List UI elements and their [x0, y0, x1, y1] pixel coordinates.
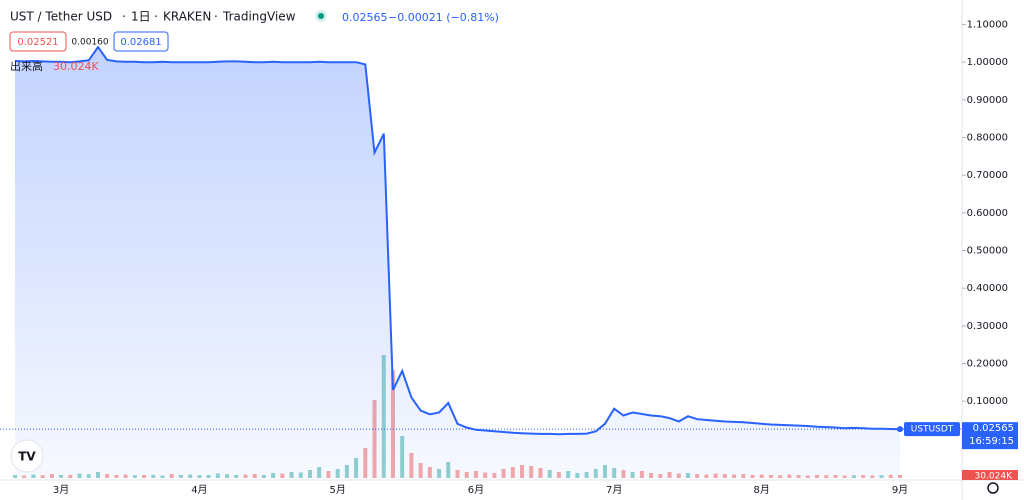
x-tick-label: 4月: [191, 484, 207, 496]
ask: 0.02681: [120, 37, 161, 48]
svg-text:TV: TV: [18, 450, 36, 464]
exchange: KRAKEN: [163, 10, 211, 24]
last-point: [897, 426, 903, 433]
price-tag: [962, 422, 1018, 450]
volume-last: 30.024K: [53, 60, 99, 73]
interval: 1日: [131, 10, 151, 24]
x-tick-label: 3月: [53, 484, 69, 496]
ask-box[interactable]: [113, 31, 169, 52]
y-tick-label: 0.70000: [967, 170, 1008, 181]
volume-tag-label: 30.024K: [975, 472, 1013, 482]
bid-box[interactable]: [9, 31, 67, 52]
symbol-label: USTUSDT: [911, 425, 954, 435]
volume-tag: [962, 470, 1018, 480]
y-tick-label: 1.00000: [967, 57, 1008, 68]
countdown: 16:59:15: [969, 436, 1014, 447]
y-tick-label: 0.10000: [967, 396, 1008, 407]
x-tick-label: 9月: [892, 484, 908, 496]
y-tick-label: 0.40000: [967, 283, 1008, 294]
sep: ·: [214, 10, 218, 24]
y-tick-label: 0.80000: [967, 132, 1008, 143]
area-fill: [15, 47, 900, 478]
x-tick-label: 7月: [606, 484, 622, 496]
last-price: 0.02565: [342, 11, 388, 24]
price-line: [14, 45, 901, 436]
x-tick-label: 6月: [468, 484, 484, 496]
tv-logo[interactable]: TV: [10, 439, 44, 473]
y-tick-label: 1.10000: [967, 19, 1008, 30]
bid: 0.02521: [17, 37, 58, 48]
settings-icon[interactable]: [987, 482, 999, 494]
x-tick-label: 8月: [754, 484, 770, 496]
sep: ·: [154, 10, 158, 24]
price-tag: [904, 422, 960, 437]
status-dot: [318, 13, 324, 19]
volume-name: 出来高: [10, 59, 43, 73]
y-tick-label: 0.30000: [967, 321, 1008, 332]
price-change: −0.00021 (−0.81%): [388, 11, 499, 24]
symbol-title: UST / Tether USD: [10, 10, 112, 24]
x-tick-label: 5月: [329, 484, 345, 496]
sep: ·: [122, 10, 126, 24]
y-tick-label: 0.50000: [967, 245, 1008, 256]
last-price-tag: 0.02565: [973, 423, 1014, 434]
spread: 0.00160: [71, 38, 108, 48]
y-tick-label: 0.60000: [967, 208, 1008, 219]
source: TradingView: [222, 10, 296, 24]
y-tick-label: 0.20000: [967, 358, 1008, 369]
y-tick-label: 0.90000: [967, 95, 1008, 106]
